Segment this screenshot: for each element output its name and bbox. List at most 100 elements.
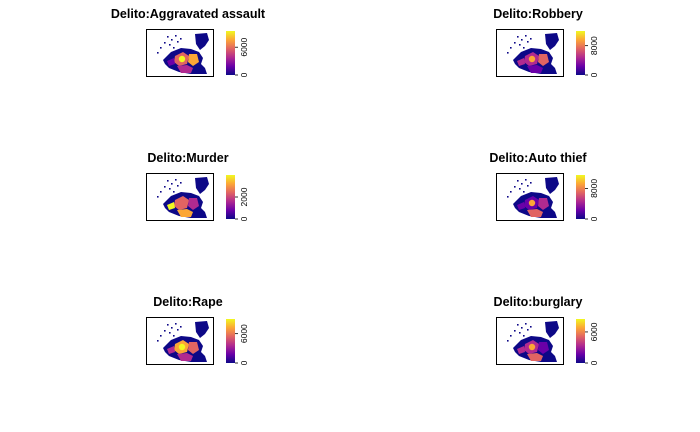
district-cell (510, 47, 512, 49)
district-cell (525, 35, 527, 37)
district-cell (164, 330, 166, 332)
chart-panel: Delito:Robbery 0 8000 (428, 7, 648, 97)
district-cell (510, 335, 512, 337)
legend-tick-label: 0 (239, 360, 249, 365)
district-cell (171, 327, 173, 329)
district-cell (514, 186, 516, 188)
district-cell (514, 330, 516, 332)
district-cell (169, 44, 171, 46)
district-cell (171, 183, 173, 185)
district-cell (517, 324, 519, 326)
legend-tick-label: 2000 (239, 187, 249, 206)
district-cell (521, 183, 523, 185)
legend-tick-label: 6000 (239, 37, 249, 56)
district-hotspot (517, 346, 525, 354)
color-legend: 0 8000 (574, 29, 622, 81)
district-cell (160, 191, 162, 193)
map-frame (496, 317, 564, 365)
district-cell (180, 182, 182, 184)
district-region (545, 177, 559, 194)
chart-title: Delito:Robbery (493, 7, 583, 21)
district-hotspot (538, 54, 549, 66)
district-cell (157, 340, 159, 342)
chart-title: Delito:Murder (147, 151, 229, 165)
district-map (157, 321, 209, 362)
district-cell (507, 52, 509, 54)
district-hotspot (527, 353, 543, 361)
district-region (195, 177, 209, 194)
map-frame (496, 173, 564, 221)
district-cell (180, 38, 182, 40)
district-hotspot (177, 65, 193, 73)
chart-title: Delito:Rape (153, 295, 223, 309)
district-cell (514, 42, 516, 44)
district-hotspot (527, 209, 543, 217)
map-frame (146, 173, 214, 221)
chart-panel: Delito:Auto thief 0 8000 (428, 151, 648, 241)
district-map (157, 177, 209, 218)
color-legend: 0 6000 (574, 317, 622, 369)
district-hotspot (167, 58, 175, 66)
district-cell (530, 38, 532, 40)
district-cell (510, 191, 512, 193)
district-region (545, 321, 559, 338)
district-map (507, 177, 559, 218)
color-legend: 0 6000 (224, 29, 272, 81)
district-cell (164, 186, 166, 188)
legend-tick-label: 6000 (589, 322, 599, 341)
district-cell (519, 332, 521, 334)
district-cell (525, 323, 527, 325)
district-hotspot (528, 343, 536, 351)
legend-tick-label: 0 (589, 360, 599, 365)
district-hotspot (538, 342, 549, 354)
chart-panel: Delito:Murder 0 2000 (78, 151, 298, 241)
district-hotspot (178, 199, 186, 207)
district-hotspot (178, 55, 186, 63)
legend-tick-label: 6000 (239, 324, 249, 343)
district-cell (521, 327, 523, 329)
district-cell (517, 180, 519, 182)
district-cell (171, 39, 173, 41)
legend-tick-label: 8000 (589, 179, 599, 198)
legend-tick-label: 0 (589, 72, 599, 77)
district-map (157, 33, 209, 74)
district-hotspot (188, 342, 199, 354)
legend-color-bar (226, 319, 235, 363)
district-cell (507, 196, 509, 198)
district-cell (169, 188, 171, 190)
district-cell (180, 326, 182, 328)
chart-title: Delito:Aggravated assault (110, 7, 266, 21)
district-hotspot (517, 58, 525, 66)
district-cell (173, 191, 175, 193)
chart-panel: Delito:burglary 0 6000 (428, 295, 648, 385)
district-cell (517, 36, 519, 38)
district-cell (157, 196, 159, 198)
district-region (545, 33, 559, 50)
district-hotspot (178, 343, 186, 351)
district-hotspot (167, 346, 175, 354)
district-hotspot (528, 55, 536, 63)
district-region (195, 321, 209, 338)
legend-color-bar (576, 175, 585, 219)
district-hotspot (188, 54, 199, 66)
district-hotspot (517, 202, 525, 210)
district-hotspot (188, 198, 199, 210)
chart-panel: Delito:Aggravated assault 0 6000 (78, 7, 298, 97)
chart-title: Delito:Auto thief (489, 151, 587, 165)
district-hotspot (538, 198, 549, 210)
district-cell (160, 47, 162, 49)
district-hotspot (177, 353, 193, 361)
district-hotspot (527, 65, 543, 73)
district-cell (157, 52, 159, 54)
legend-tick-label: 0 (239, 216, 249, 221)
district-cell (167, 324, 169, 326)
district-cell (521, 39, 523, 41)
district-cell (160, 335, 162, 337)
district-cell (175, 323, 177, 325)
district-map (507, 321, 559, 362)
legend-tick-label: 0 (589, 216, 599, 221)
district-cell (173, 335, 175, 337)
color-legend: 0 2000 (224, 173, 272, 225)
map-frame (146, 317, 214, 365)
legend-color-bar (576, 319, 585, 363)
